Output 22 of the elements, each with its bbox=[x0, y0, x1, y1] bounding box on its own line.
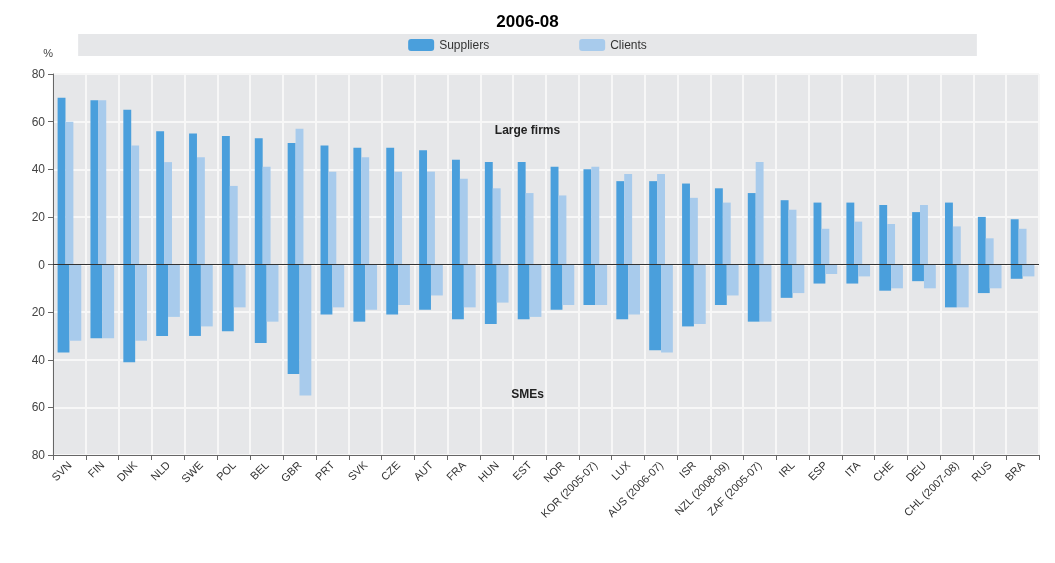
x-tick-label: POL bbox=[213, 458, 239, 483]
x-tick-label: FIN bbox=[85, 458, 107, 480]
y-axis-title: % bbox=[43, 46, 54, 59]
annotation: SMEs bbox=[511, 387, 545, 401]
y-tick-label: 0 bbox=[38, 257, 46, 272]
y-tick-label: 40 bbox=[31, 352, 46, 367]
x-tick-label: BEL bbox=[247, 458, 271, 482]
legend-label: Suppliers bbox=[439, 38, 490, 52]
y-tick-label: 40 bbox=[31, 162, 46, 177]
y-tick-label: 80 bbox=[31, 448, 46, 462]
y-tick-label: 20 bbox=[31, 209, 46, 224]
annotation: Large firms bbox=[494, 123, 561, 137]
y-tick-label: 60 bbox=[31, 400, 46, 415]
y-tick-label: 20 bbox=[31, 305, 46, 320]
legend-label: Clients bbox=[610, 38, 647, 52]
y-tick-label: 60 bbox=[31, 114, 46, 129]
x-tick-label: BRA bbox=[1002, 458, 1028, 484]
x-tick-label: IRL bbox=[776, 458, 797, 480]
x-tick-label: FRA bbox=[444, 458, 469, 483]
y-tick-label: 80 bbox=[31, 67, 46, 81]
x-tick-label: ITA bbox=[842, 458, 863, 479]
chart-title: 2006-08 bbox=[496, 12, 559, 31]
